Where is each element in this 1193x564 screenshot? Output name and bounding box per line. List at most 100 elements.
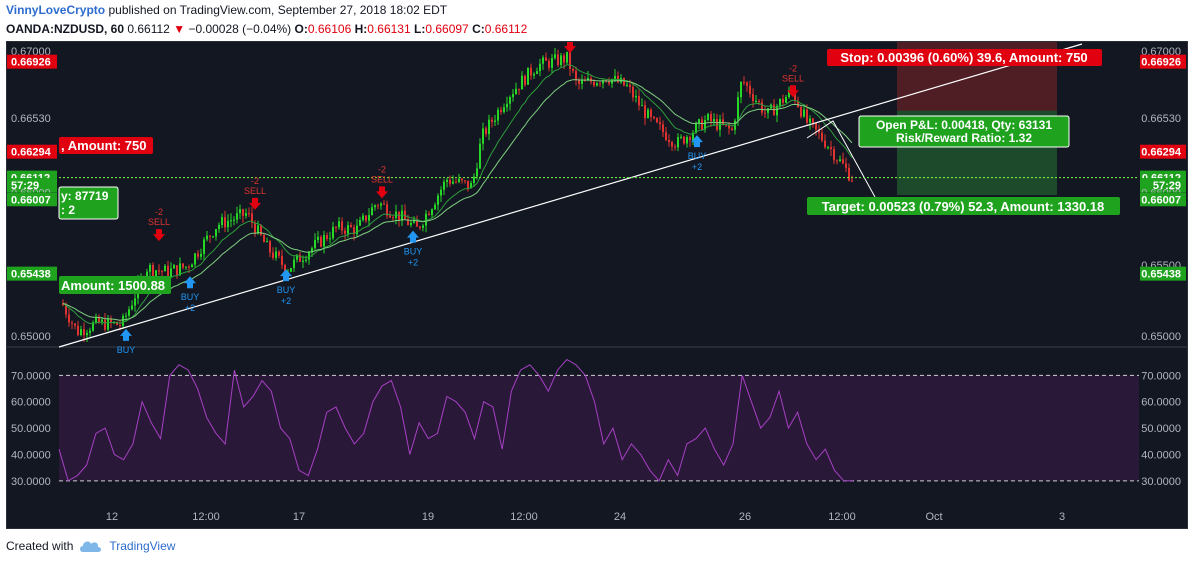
ma-slow-line — [62, 79, 853, 321]
candle-body — [716, 118, 718, 130]
candle-body — [254, 222, 256, 234]
left-price-tag-bg — [7, 266, 57, 281]
candle-body — [575, 70, 577, 80]
candle-body — [131, 305, 133, 310]
candle-body — [515, 88, 517, 95]
chart-canvas[interactable]: 12 12:00 17 19 12:00 24 26 12:00 Oct 30.670000.66… — [7, 42, 1187, 528]
symbol-bar: OANDA:NZDUSD, 60 0.66112 ▼ −0.00028 (−0.… — [6, 22, 527, 36]
candle-body — [170, 268, 172, 277]
candle-body — [707, 113, 709, 120]
price-axis-label: 0.66007 — [1141, 194, 1181, 206]
candle-body — [299, 254, 301, 262]
time-axis-label: 19 — [422, 511, 434, 523]
chart-area[interactable]: 12 12:00 17 19 12:00 24 26 12:00 Oct 3 0.67000 0.66… — [6, 41, 1188, 529]
candle-body — [431, 209, 433, 216]
candle-body — [377, 205, 379, 207]
candle-body — [782, 98, 784, 103]
candle-body — [374, 205, 376, 208]
sell-arrow-icon — [153, 229, 165, 242]
candle-body — [842, 159, 844, 164]
candle-body — [728, 124, 730, 129]
candle-body — [125, 315, 127, 317]
rsi-axis-label-right: 30.0000 — [1141, 476, 1181, 488]
candle-body — [260, 225, 262, 235]
candle-body — [509, 97, 511, 104]
candle-body — [392, 217, 394, 219]
trendline — [58, 43, 1083, 348]
price-tag-bg — [1140, 266, 1186, 281]
candle-body — [671, 142, 673, 147]
candle-body — [89, 330, 91, 333]
candle-body — [218, 225, 220, 230]
candle-body — [629, 84, 631, 87]
candle-body — [185, 266, 187, 268]
left-amount-750-bg — [59, 137, 153, 154]
candle-body — [476, 168, 478, 177]
candle-body — [836, 160, 838, 162]
candle-body — [572, 69, 574, 71]
candle-body — [101, 319, 103, 323]
candle-body — [665, 132, 667, 141]
candle-body — [704, 119, 706, 130]
candle-body — [485, 128, 487, 135]
candle-body — [701, 119, 703, 130]
change-arrow-icon: ▼ — [173, 22, 186, 36]
author-link[interactable]: VinnyLoveCrypto — [6, 3, 106, 17]
buy-qty: +2 — [408, 258, 418, 268]
candle-body — [680, 136, 682, 138]
rsi-axis-label-left: 50.0000 — [11, 423, 51, 435]
candle-body — [833, 148, 835, 161]
candle-body — [731, 128, 733, 130]
candle-body — [818, 129, 820, 133]
candle-body — [713, 118, 715, 122]
candle-body — [344, 230, 346, 234]
candle-body — [290, 268, 292, 272]
rsi-axis-label-left: 40.0000 — [11, 449, 51, 461]
low-value: 0.66097 — [425, 22, 469, 36]
candle-body — [263, 234, 265, 243]
left-amount-1500-bg — [59, 276, 171, 294]
buy-qty: +2 — [281, 296, 291, 306]
sell-label: SELL — [148, 217, 170, 227]
price-axis-label: 57:29 — [1153, 180, 1181, 192]
published-info: published on TradingView.com, September … — [105, 3, 448, 17]
candle-body — [746, 82, 748, 86]
candle-body — [152, 264, 154, 276]
sell-label: SELL — [371, 174, 393, 184]
candle-body — [86, 332, 88, 336]
candle-body — [173, 265, 175, 269]
candle-body — [383, 203, 385, 205]
candle-body — [656, 118, 658, 123]
candle-body — [215, 229, 217, 237]
candle-body — [608, 81, 610, 84]
candle-body — [338, 221, 340, 228]
candle-body — [848, 167, 850, 181]
left-axis-label: 0.65000 — [11, 331, 51, 343]
sell-qty: -2 — [378, 164, 386, 174]
candle-body — [227, 220, 229, 228]
candle-body — [641, 105, 643, 107]
left-price-tag-bg — [7, 178, 57, 193]
tradingview-link[interactable]: TradingView — [109, 539, 176, 553]
left-axis-label: 0.66294 — [11, 147, 52, 159]
candle-body — [317, 236, 319, 241]
candle-body — [545, 57, 547, 61]
buy-arrow-icon — [280, 269, 292, 282]
time-axis-label: 17 — [293, 511, 305, 523]
candle-body — [161, 270, 163, 272]
candle-body — [305, 259, 307, 261]
left-num: : 2 — [61, 203, 75, 217]
candle-body — [755, 100, 757, 102]
candle-body — [578, 79, 580, 84]
candle-body — [710, 113, 712, 122]
candle-body — [455, 181, 457, 183]
candle-body — [560, 55, 562, 66]
risk-reward-label: Risk/Reward Ratio: 1.32 — [896, 131, 1032, 145]
candle-body — [815, 122, 817, 130]
candle-body — [428, 213, 430, 216]
candle-body — [77, 325, 79, 336]
candle-body — [332, 226, 334, 239]
rsi-band — [59, 375, 1139, 481]
close-label: C: — [472, 22, 485, 36]
candle-body — [653, 116, 655, 119]
